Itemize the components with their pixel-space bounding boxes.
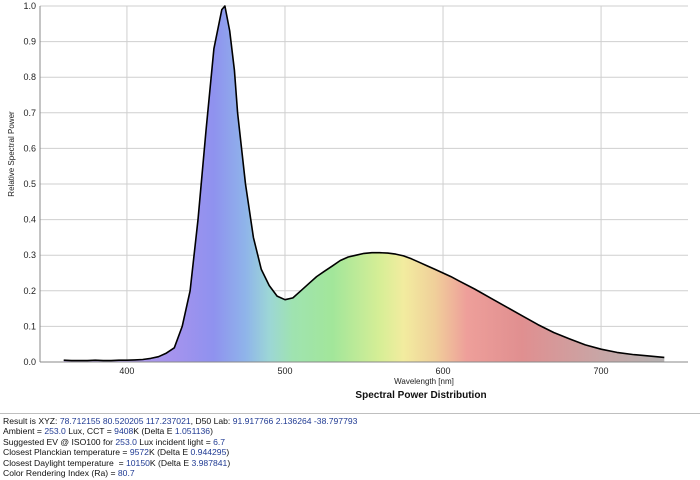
result-cri-label: Color Rendering Index (Ra) =	[3, 468, 118, 479]
y-tick-label-7: 0.7	[23, 108, 36, 118]
result-cct-delta-label: K (Delta E	[133, 426, 175, 437]
x-tick-label-0: 400	[119, 366, 134, 376]
result-xyz-value: 78.712155 80.520205 117.237021	[59, 416, 191, 426]
result-cri-line: Color Rendering Index (Ra) = 80.7	[3, 468, 700, 478]
result-xyz-label: Result is XYZ:	[3, 416, 60, 426]
y-tick-label-1: 0.1	[23, 321, 36, 331]
result-ambient-value: 253.0	[44, 426, 66, 437]
y-tick-label-6: 0.6	[23, 143, 36, 153]
x-tick-label-2: 600	[436, 366, 451, 376]
result-cct-delta-value: 1.051136	[174, 426, 211, 437]
result-lab-label: , D50 Lab:	[190, 416, 233, 426]
result-lab-value: 91.917766 2.136264 -38.797793	[232, 416, 358, 426]
result-daylight-value: 10150	[126, 457, 150, 468]
result-daylight-delta-label: K (Delta E	[149, 457, 192, 468]
y-tick-label-5: 0.5	[23, 179, 36, 189]
result-ev-label2: Lux incident light =	[136, 436, 214, 447]
result-ev-value: 6.7	[213, 436, 226, 447]
y-tick-label-0: 0.0	[23, 357, 36, 367]
y-tick-label-8: 0.8	[23, 72, 36, 82]
result-ambient-line: Ambient = 253.0 Lux, CCT = 9408K (Delta …	[3, 426, 700, 436]
chart-title: Spectral Power Distribution	[355, 390, 486, 401]
result-ev-lux-value: 253.0	[115, 436, 137, 447]
result-xyz-line: Result is XYZ: 78.712155 80.520205 117.2…	[3, 416, 700, 426]
y-axis-title: Relative Spectral Power	[7, 111, 16, 197]
y-tick-label-10: 1.0	[23, 1, 36, 11]
result-daylight-delta-value: 3.987841	[191, 457, 228, 468]
result-planckian-delta-value: 0.944295	[190, 447, 227, 458]
result-daylight-close: )	[227, 457, 231, 468]
result-daylight-label: Closest Daylight temperature =	[3, 457, 126, 468]
result-ev-label: Suggested EV @ ISO100 for	[3, 436, 116, 447]
spectrum-area	[63, 6, 665, 362]
y-tick-label-2: 0.2	[23, 286, 36, 296]
result-planckian-label: Closest Planckian temperature =	[3, 447, 130, 458]
x-tick-label-1: 500	[277, 366, 292, 376]
results-panel: Result is XYZ: 78.712155 80.520205 117.2…	[0, 413, 700, 480]
y-tick-label-9: 0.9	[23, 37, 36, 47]
spectral-power-chart: 400 500 600 700 0.0 0.1 0.2 0.3 0.4 0.5 0.6 0.7 0.8 0…	[7, 1, 688, 401]
spd-chart-svg: 400 500 600 700 0.0 0.1 0.2 0.3 0.4 0.5 0.6 0.7 0.8 0…	[7, 1, 688, 401]
result-planckian-close: )	[226, 447, 230, 458]
result-cct-value: 9408	[114, 426, 134, 437]
y-tick-label-4: 0.4	[23, 215, 36, 225]
y-tick-label-3: 0.3	[23, 250, 36, 260]
result-cri-value: 80.7	[117, 468, 135, 479]
result-ambient-label: Ambient =	[3, 426, 45, 437]
spd-series-line	[63, 5, 665, 362]
result-planckian-delta-label: K (Delta E	[148, 447, 191, 458]
result-planckian-line: Closest Planckian temperature = 9572K (D…	[3, 447, 700, 457]
result-planckian-value: 9572	[129, 447, 149, 458]
result-cct-label: Lux, CCT =	[65, 426, 115, 437]
result-ev-line: Suggested EV @ ISO100 for 253.0 Lux inci…	[3, 437, 700, 447]
x-tick-label-3: 700	[594, 366, 609, 376]
result-daylight-line: Closest Daylight temperature = 10150K (D…	[3, 458, 700, 468]
x-axis-title: Wavelength [nm]	[394, 377, 454, 386]
result-cct-close: )	[210, 426, 213, 437]
